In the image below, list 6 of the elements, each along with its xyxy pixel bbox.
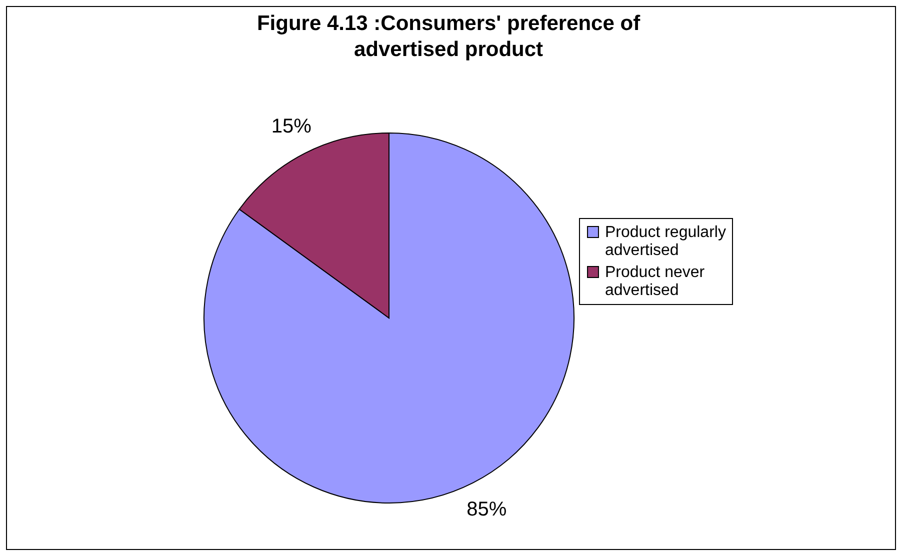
legend-label: Product never advertised bbox=[605, 264, 706, 299]
chart-title: Figure 4.13 :Consumers' preference of advertised product bbox=[256, 12, 642, 61]
data-label: 15% bbox=[271, 115, 312, 138]
legend-label: Product regularly advertised bbox=[605, 224, 726, 259]
pie-slice bbox=[204, 132, 574, 504]
data-label: 85% bbox=[466, 498, 507, 521]
